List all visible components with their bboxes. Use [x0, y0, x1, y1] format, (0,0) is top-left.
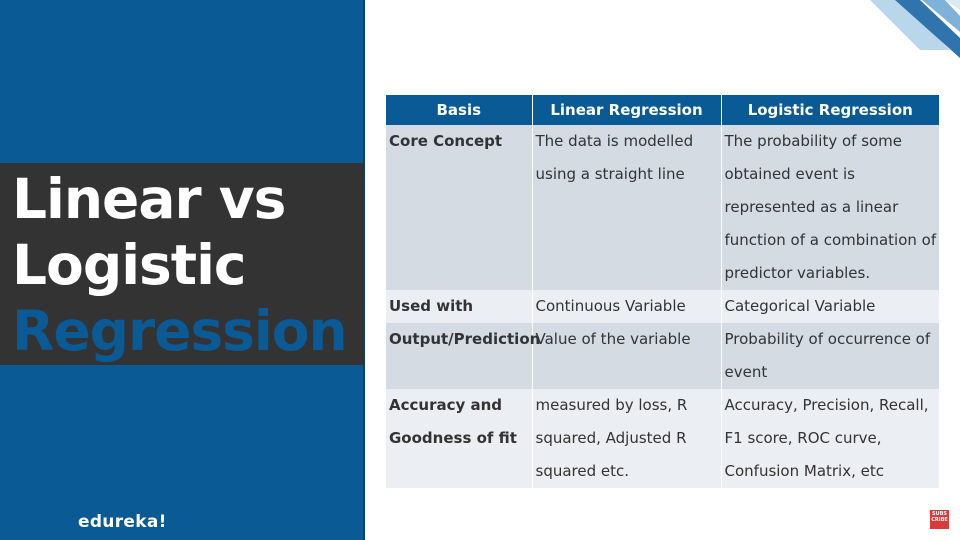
cell-linear: The data is modelled using a straight li…	[531, 125, 721, 290]
cell-logistic: Categorical Variable	[720, 290, 939, 323]
subscribe-badge-icon[interactable]: SUBS CRIBE	[930, 510, 949, 529]
cell-linear: Value of the variable	[531, 323, 721, 389]
cell-basis: Core Concept	[386, 125, 532, 290]
header-basis: Basis	[386, 95, 532, 125]
table-header-row: Basis Linear Regression Logistic Regress…	[386, 95, 939, 125]
cell-logistic: Probability of occurrence of event	[720, 323, 939, 389]
table-row: Output/Prediction Value of the variable …	[386, 323, 939, 389]
cell-basis: Accuracy and Goodness of fit	[386, 389, 532, 488]
table-row: Used with Continuous Variable Categorica…	[386, 290, 939, 323]
header-logistic-regression: Logistic Regression	[720, 95, 939, 125]
slide-title: Linear vs Logistic Regression	[12, 166, 348, 364]
cell-logistic: The probability of some obtained event i…	[720, 125, 939, 290]
corner-stripes-decoration	[870, 0, 960, 58]
cell-basis: Output/Prediction	[386, 323, 540, 389]
table-row: Accuracy and Goodness of fit measured by…	[386, 389, 939, 488]
cell-linear: Continuous Variable	[531, 290, 721, 323]
title-line-2: Logistic	[12, 233, 247, 297]
cell-logistic: Accuracy, Precision, Recall, F1 score, R…	[720, 389, 939, 488]
cell-basis: Used with	[386, 290, 532, 323]
cell-linear: measured by loss, R squared, Adjusted R …	[531, 389, 721, 488]
table-row: Core Concept The data is modelled using …	[386, 125, 939, 290]
subscribe-line-1: SUBS	[931, 511, 948, 517]
brand-logo: edureka!	[78, 512, 167, 532]
title-band	[0, 163, 363, 365]
title-line-1: Linear vs	[12, 167, 286, 231]
subscribe-line-2: CRIBE	[931, 517, 948, 523]
comparison-table: Basis Linear Regression Logistic Regress…	[386, 95, 939, 488]
title-line-3: Regression	[12, 299, 348, 363]
header-linear-regression: Linear Regression	[531, 95, 721, 125]
